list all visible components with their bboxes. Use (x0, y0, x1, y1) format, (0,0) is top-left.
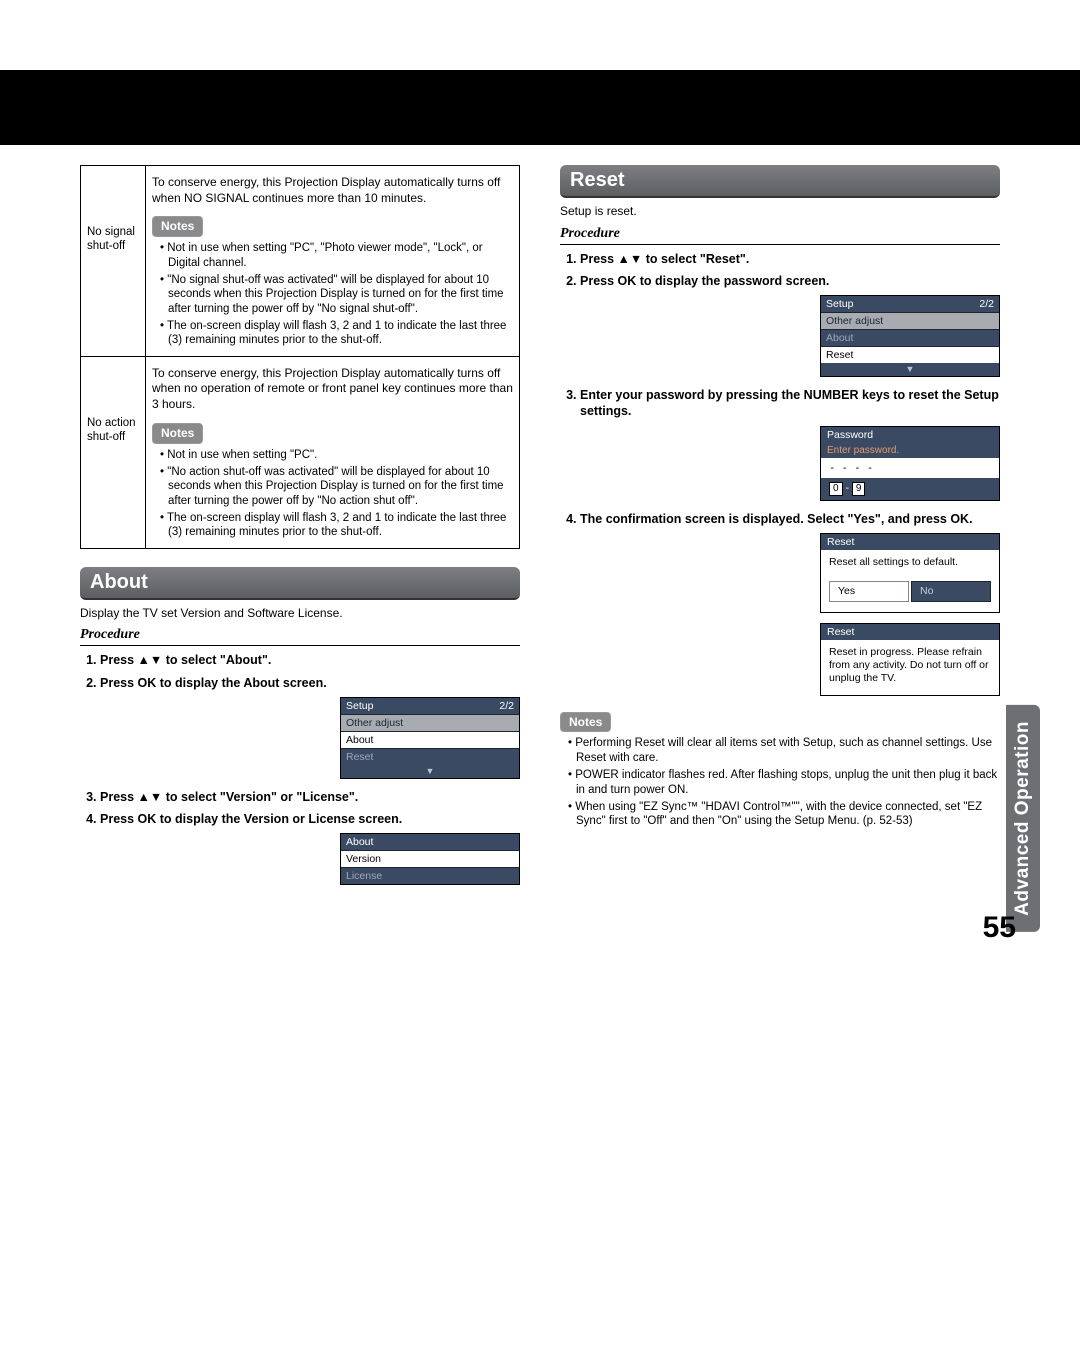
reset-confirm-title: Reset (821, 534, 999, 550)
osd-setup-reset: Setup 2/2 Other adjust About Reset ▼ (820, 295, 1000, 377)
password-key-hint: 0 - 9 (821, 478, 999, 500)
note-item: POWER indicator flashes red. After flash… (568, 768, 1000, 797)
note-item: The on-screen display will flash 3, 2 an… (160, 319, 513, 348)
step-item: Press OK to display the password screen. (580, 273, 1000, 289)
reset-confirm-text: Reset all settings to default. (829, 556, 991, 569)
osd-row: Other adjust (341, 714, 519, 731)
reset-notes-list: Performing Reset will clear all items se… (560, 736, 1000, 828)
step-item: Press OK to display the About screen. (100, 675, 520, 691)
osd-row: About (821, 329, 999, 346)
shutoff-settings-table: No signal shut-off To conserve energy, t… (80, 165, 520, 549)
osd-down-arrow-icon: ▼ (341, 765, 519, 778)
password-title: Password (821, 427, 999, 443)
osd-title-text: Setup (826, 298, 853, 310)
note-item: When using "EZ Sync™ "HDAVI Control™"", … (568, 800, 1000, 829)
osd-titlebar: Setup 2/2 (821, 296, 999, 312)
step-item: Press OK to display the Version or Licen… (100, 811, 520, 827)
reset-progress-title: Reset (821, 624, 999, 640)
notes-badge: Notes (560, 712, 611, 732)
osd-titlebar: Setup 2/2 (341, 698, 519, 714)
osd-setup-about: Setup 2/2 Other adjust About Reset ▼ (340, 697, 520, 779)
notes-list: Not in use when setting "PC", "Photo vie… (152, 241, 513, 348)
header-black-bar (0, 70, 1080, 145)
no-option: No (911, 581, 991, 602)
about-heading: About (80, 567, 520, 600)
reset-step-3: Enter your password by pressing the NUMB… (560, 387, 1000, 420)
note-item: Not in use when setting "PC". (160, 448, 513, 462)
page-number: 55 (983, 911, 1016, 945)
key-9: 9 (852, 482, 866, 496)
password-subtitle: Enter password. (821, 443, 999, 458)
osd-row: Version (341, 850, 519, 867)
note-item: Not in use when setting "PC", "Photo vie… (160, 241, 513, 270)
osd-row: Reset (341, 748, 519, 765)
page: Advanced Operation No signal shut-off To… (0, 165, 1080, 935)
osd-about-menu: About Version License (340, 833, 520, 885)
notes-badge: Notes (152, 216, 203, 237)
about-steps-1: Press ▲▼ to select "About". Press OK to … (80, 652, 520, 691)
reset-progress-body: Reset in progress. Please refrain from a… (821, 640, 999, 695)
note-item: The on-screen display will flash 3, 2 an… (160, 511, 513, 540)
about-steps-2: Press ▲▼ to select "Version" or "License… (80, 789, 520, 828)
osd-row: Other adjust (821, 312, 999, 329)
yes-option: Yes (829, 581, 909, 602)
notes-list: Not in use when setting "PC". "No action… (152, 448, 513, 540)
row-content: To conserve energy, this Projection Disp… (146, 356, 520, 548)
osd-password: Password Enter password. - - - - 0 - 9 (820, 426, 1000, 501)
osd-page-indicator: 2/2 (979, 298, 994, 310)
row-label: No signal shut-off (81, 166, 146, 357)
reset-desc: Setup is reset. (560, 204, 1000, 220)
row-content: To conserve energy, this Projection Disp… (146, 166, 520, 357)
step-item: The confirmation screen is displayed. Se… (580, 511, 1000, 527)
password-entry: - - - - (821, 458, 999, 478)
reset-heading: Reset (560, 165, 1000, 198)
step-item: Press ▲▼ to select "Version" or "License… (100, 789, 520, 805)
osd-reset-confirm: Reset Reset all settings to default. Yes… (820, 533, 1000, 613)
step-item: Press ▲▼ to select "Reset". (580, 251, 1000, 267)
reset-step-4: The confirmation screen is displayed. Se… (560, 511, 1000, 527)
table-row: No action shut-off To conserve energy, t… (81, 356, 520, 548)
osd-reset-progress: Reset Reset in progress. Please refrain … (820, 623, 1000, 696)
procedure-label: Procedure (80, 627, 520, 646)
osd-page-indicator: 2/2 (499, 700, 514, 712)
note-item: "No action shut-off was activated" will … (160, 465, 513, 508)
left-column: No signal shut-off To conserve energy, t… (80, 165, 520, 895)
osd-down-arrow-icon: ▼ (821, 363, 999, 376)
note-item: Performing Reset will clear all items se… (568, 736, 1000, 765)
osd-titlebar: About (341, 834, 519, 850)
procedure-label: Procedure (560, 226, 1000, 245)
side-tab-advanced-operation: Advanced Operation (1006, 705, 1040, 932)
step-item: Enter your password by pressing the NUMB… (580, 387, 1000, 420)
table-row: No signal shut-off To conserve energy, t… (81, 166, 520, 357)
notes-badge: Notes (152, 423, 203, 444)
osd-row: About (341, 731, 519, 748)
note-item: "No signal shut-off was activated" will … (160, 273, 513, 316)
row-intro: To conserve energy, this Projection Disp… (152, 366, 513, 413)
row-intro: To conserve energy, this Projection Disp… (152, 175, 513, 206)
reset-steps-1: Press ▲▼ to select "Reset". Press OK to … (560, 251, 1000, 290)
row-label: No action shut-off (81, 356, 146, 548)
osd-title-text: Setup (346, 700, 373, 712)
yes-no-row: Yes No (829, 581, 991, 602)
key-dash: - (845, 482, 849, 494)
osd-row: License (341, 867, 519, 884)
right-column: Reset Setup is reset. Procedure Press ▲▼… (560, 165, 1000, 895)
osd-row: Reset (821, 346, 999, 363)
key-0: 0 (829, 482, 843, 496)
osd-title-text: About (346, 836, 373, 848)
reset-confirm-body: Reset all settings to default. Yes No (821, 550, 999, 612)
step-item: Press ▲▼ to select "About". (100, 652, 520, 668)
about-desc: Display the TV set Version and Software … (80, 606, 520, 622)
